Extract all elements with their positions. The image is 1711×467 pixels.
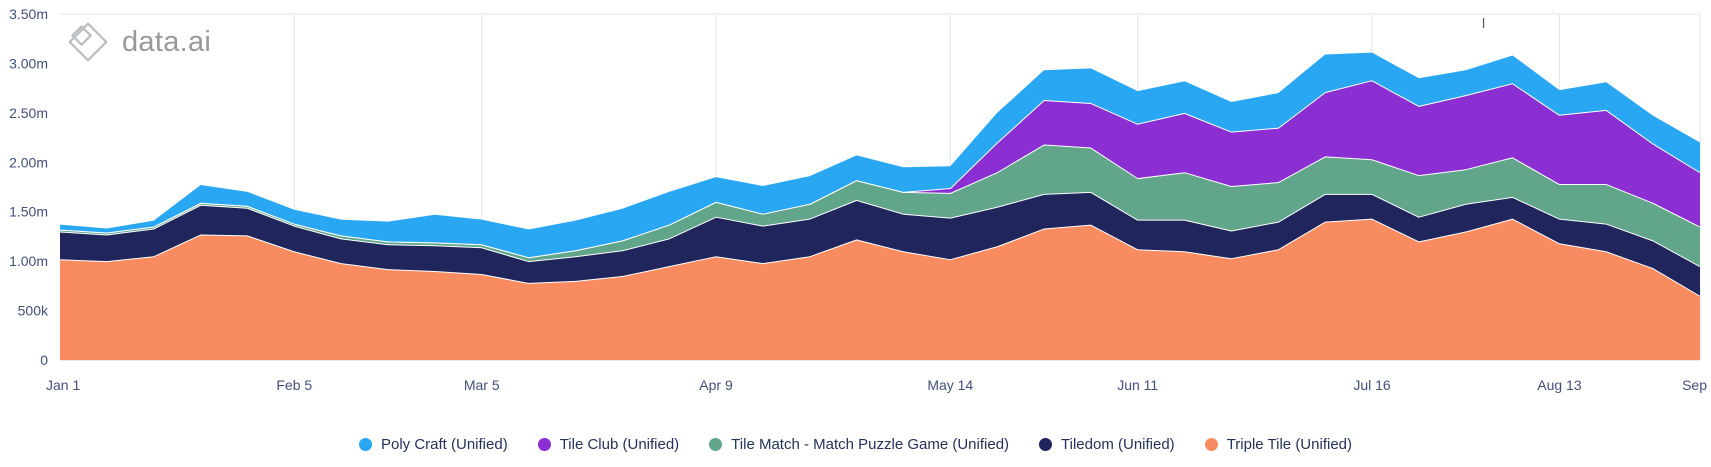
area-poly-craft [60,52,1700,258]
y-axis-label: 2.50m [9,105,48,121]
area-tiledom [60,191,1700,296]
area-tile-club [60,80,1700,258]
x-axis-label: Aug 13 [1537,377,1582,393]
chart-legend: Poly Craft (Unified) Tile Club (Unified) T… [0,436,1711,453]
legend-label-tiledom: Tiledom (Unified) [1061,436,1175,453]
legend-dot-poly-craft [358,438,372,451]
area-triple-tile [60,218,1700,360]
area-tile-match [60,144,1700,267]
legend-dot-triple-tile [1204,438,1218,451]
stray-cursor-artifact: l [1482,15,1485,31]
legend-dot-tile-club [537,438,551,451]
legend-item-tiledom[interactable]: Tiledom (Unified) [1039,436,1175,453]
legend-label-tile-club: Tile Club (Unified) [559,436,680,453]
legend-item-tile-club[interactable]: Tile Club (Unified) [537,436,680,453]
legend-dot-tile-match [709,438,723,451]
x-axis-label: Jul 16 [1353,377,1391,393]
chart-plot-area: 0 500k 1.00m 1.50m 2.00m 2.50m 3.00m 3.50m Jan 1… [9,6,1707,393]
x-axis-label: Mar 5 [464,377,500,393]
y-axis-label: 3.00m [9,55,48,71]
legend-dot-tiledom [1039,438,1053,451]
legend-item-tile-match[interactable]: Tile Match - Match Puzzle Game (Unified) [709,436,1009,453]
y-axis-label: 2.00m [9,154,48,170]
y-axis-label: 0 [40,352,48,368]
legend-item-poly-craft[interactable]: Poly Craft (Unified) [358,436,508,453]
legend-label-poly-craft: Poly Craft (Unified) [380,436,508,453]
legend-item-triple-tile[interactable]: Triple Tile (Unified) [1204,436,1352,453]
x-axis-label: Jun 11 [1117,377,1158,393]
legend-label-tile-match: Tile Match - Match Puzzle Game (Unified) [731,436,1010,453]
x-axis-label: Jan 1 [46,377,80,393]
y-axis-label: 3.50m [9,6,48,22]
x-axis-label: Apr 9 [699,377,733,393]
legend-label-triple-tile: Triple Tile (Unified) [1226,436,1352,453]
x-axis-label: May 14 [927,377,973,393]
x-axis-label: Feb 5 [276,377,312,393]
y-axis-label: 500k [18,303,49,319]
y-axis-label: 1.50m [9,204,48,220]
x-axis-label: Sep [1682,377,1707,393]
y-axis-label: 1.00m [9,253,48,269]
